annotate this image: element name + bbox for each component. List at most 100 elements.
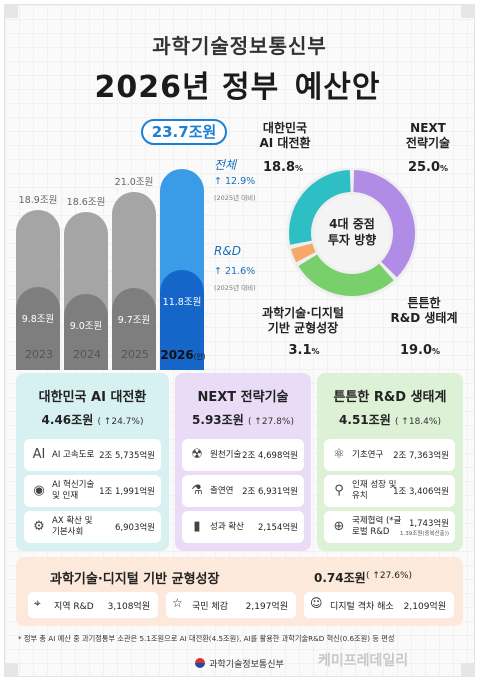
- donut-eco-pct-value: 19.0: [399, 343, 433, 358]
- card-item-name: 국제협력 (*글로벌 R&D: [352, 516, 402, 537]
- card-item-name: 인재 성장 및 유치: [352, 480, 397, 501]
- card-ecosystem: 튼튼한 R&D 생태계 4.51조원 ( ↑18.4%) ⚛ 기초연구 2조 7,3…: [317, 373, 463, 551]
- card-item-value-main: 1,743억원: [409, 519, 449, 529]
- donut-eco-title: 튼튼한 R&D 생태계: [388, 296, 460, 326]
- investment-donut: [287, 168, 417, 298]
- scientist-icon: ⚗: [191, 483, 203, 498]
- bar-rd-2024: [64, 293, 108, 370]
- donut-next-title: NEXT 전략기술: [398, 121, 458, 151]
- card-item-name: 기초연구: [352, 449, 384, 460]
- balance-item-value: 2,109억원: [403, 602, 446, 612]
- total-series-label: 전체: [214, 158, 237, 172]
- label-rd-2024: 9.0조원: [69, 320, 103, 332]
- title-highlight: 예산안: [290, 62, 385, 106]
- ai-chip-icon: AI: [32, 447, 46, 462]
- card-item-value: 2조 5,735억원: [99, 451, 155, 461]
- balance-item-value: 2,197억원: [245, 602, 288, 612]
- card-item: ⚲ 인재 성장 및 유치 1조 3,406억원: [324, 475, 455, 507]
- corner-mark: [4, 4, 18, 18]
- flask-icon: ⚛: [333, 447, 345, 462]
- donut-ai-pct-value: 18.8: [262, 160, 296, 175]
- donut-center: [314, 195, 390, 271]
- donut-segment-2: [298, 254, 394, 296]
- balance-item-name: 지역 R&D: [54, 602, 94, 612]
- total-2026-badge: 23.7조원: [141, 119, 227, 145]
- budget-bar-chart: 18.9조원 9.8조원 18.6조원 9.0조원 21.0조원 9.7조원 11.8조원: [10, 130, 240, 370]
- donut-segment-0: [289, 170, 352, 245]
- donut-balance-title: 과학기술·디지털 기반 균형성장: [248, 306, 358, 336]
- label-total-2025: 21.0조원: [114, 176, 154, 188]
- footer: 과학기술정보통신부: [0, 657, 479, 670]
- atom-chip-icon: ☢: [191, 447, 203, 462]
- balance-amount: 0.74조원: [314, 571, 366, 585]
- donut-next-title-line1: NEXT: [410, 121, 446, 135]
- footer-ministry: 과학기술정보통신부: [209, 660, 284, 670]
- card-item-value: 2조 7,363억원: [393, 451, 449, 461]
- label-total-2024: 18.6조원: [66, 197, 106, 209]
- year-label-2024: 2024: [73, 348, 101, 361]
- card-ai: 대한민국 AI 대전환 4.46조원 ( ↑24.7%) AI AI 고속도로 2조…: [16, 373, 169, 551]
- globe-icon: ⊕: [333, 519, 345, 534]
- pct-unit: %: [295, 164, 304, 173]
- card-item-value: 2조 6,931억원: [242, 487, 298, 497]
- card-item: ◉ AI 혁신기술 및 인재 1조 1,991억원: [24, 475, 161, 507]
- card-item-value: 2조 4,698억원: [242, 451, 298, 461]
- card-item: ⊕ 국제협력 (*글로벌 R&D 1,743억원 1.39조원(중복산출)): [324, 511, 455, 543]
- card-item: ▮ 성과 확산 2,154억원: [182, 511, 304, 543]
- title-prefix: 2026년 정부: [94, 70, 291, 105]
- balance-item: ☺ 디지털 격차 해소 2,109억원: [304, 592, 454, 618]
- government-emblem-icon: [195, 658, 206, 668]
- ministry-title: 과학기술정보통신부: [152, 34, 327, 58]
- donut-next-pct: 25.0%: [403, 160, 453, 175]
- growth-chart-icon: ▮: [193, 519, 201, 534]
- card-amount: 4.51조원 ( ↑18.4%): [317, 411, 463, 428]
- balance-item: ☆ 국민 체감 2,197억원: [166, 592, 296, 618]
- donut-ai-pct: 18.8%: [258, 160, 308, 175]
- card-item-value: 2,154억원: [258, 523, 298, 533]
- card-next: NEXT 전략기술 5.93조원 ( ↑27.8%) ☢ 원천기술 2조 4,698…: [175, 373, 311, 551]
- label-rd-2026: 11.8조원: [162, 296, 202, 308]
- card-item-name: AI 혁신기술 및 인재: [52, 480, 95, 501]
- donut-next-title-line2: 전략기술: [405, 136, 451, 150]
- card-item: AI AI 고속도로 2조 5,735억원: [24, 439, 161, 471]
- card-item-name: AX 확산 및 기본사회: [52, 516, 93, 537]
- card-item: ⚗ 출연연 2조 6,931억원: [182, 475, 304, 507]
- brain-icon: ◉: [33, 483, 45, 498]
- donut-balance-pct: 3.1%: [279, 343, 329, 358]
- total-compare-note: (2025년 대비): [214, 194, 256, 202]
- donut-ai-title-line1: 대한민국: [262, 121, 308, 135]
- card-item-name: AI 고속도로: [52, 449, 95, 460]
- rd-increase-value: 21.6%: [224, 266, 256, 277]
- balance-item: ⌖ 지역 R&D 3,108억원: [28, 592, 158, 618]
- card-item-value: 1조 3,406억원: [393, 487, 449, 497]
- card-item: ⚛ 기초연구 2조 7,363억원: [324, 439, 455, 471]
- card-title: 튼튼한 R&D 생태계: [333, 390, 447, 405]
- pct-unit: %: [432, 347, 441, 356]
- card-increase: ( ↑18.4%): [394, 417, 441, 427]
- total-increase: ↑ 12.9%: [214, 176, 256, 187]
- donut-balance-pct-value: 3.1: [288, 343, 312, 358]
- donut-segment-3: [291, 243, 316, 263]
- corner-mark: [4, 663, 18, 677]
- donut-balance-title-line1: 과학기술·디지털: [262, 306, 344, 320]
- pct-unit: %: [440, 164, 449, 173]
- watermark: 케미프레데일리: [318, 653, 409, 669]
- donut-balance-title-line2: 기반 균형성장: [267, 321, 339, 335]
- year-label-2026: 2026(안): [160, 348, 206, 362]
- balance-item-value: 3,108억원: [107, 602, 150, 612]
- label-rd-2025: 9.7조원: [117, 314, 151, 326]
- donut-segment-1: [352, 170, 415, 278]
- card-item-name: 출연연: [210, 485, 234, 496]
- card-item-name: 성과 확산: [210, 521, 244, 532]
- card-increase: ( ↑24.7%): [97, 417, 144, 427]
- card-item-name: 원천기술: [210, 449, 242, 460]
- corner-mark: [461, 4, 475, 18]
- year-label-2023: 2023: [25, 348, 53, 361]
- card-item-value: 1,743억원 1.39조원(중복산출)): [400, 511, 449, 543]
- headset-icon: ☺: [310, 596, 323, 610]
- donut-eco-title-line2: R&D 생태계: [390, 311, 458, 325]
- card-increase: ( ↑27.8%): [247, 417, 294, 427]
- card-title: 대한민국 AI 대전환: [38, 390, 147, 405]
- label-rd-2023: 9.8조원: [21, 313, 55, 325]
- card-amount-value: 4.46조원: [41, 413, 94, 427]
